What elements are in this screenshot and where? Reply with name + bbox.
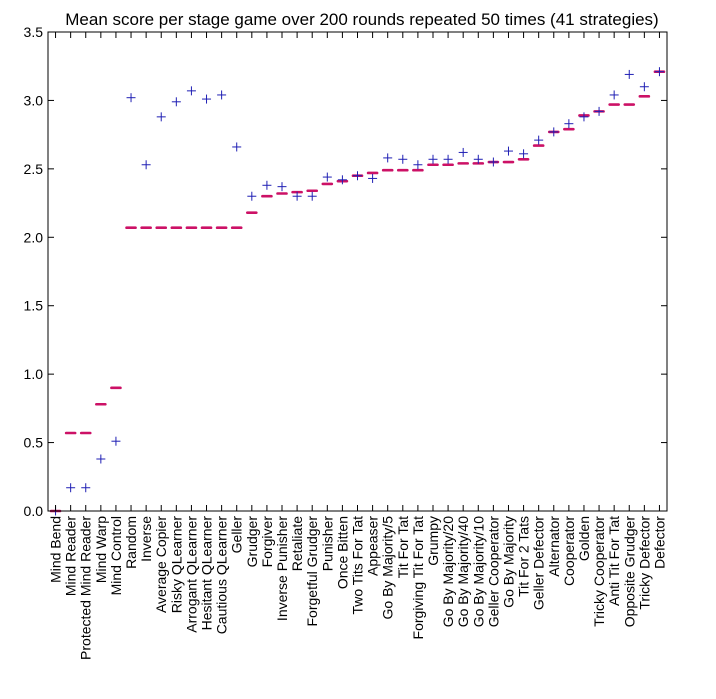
y-tick-label: 0.0 bbox=[24, 503, 44, 519]
mean-plus-mark bbox=[609, 90, 619, 100]
mean-plus-mark bbox=[337, 175, 347, 185]
x-tick-label: Inverse Punisher bbox=[274, 516, 290, 621]
x-tick-label: Inverse bbox=[138, 516, 154, 562]
x-tick-label: Go By Majority bbox=[500, 516, 516, 608]
x-tick-label: Golden bbox=[576, 516, 592, 561]
mean-plus-mark bbox=[156, 112, 166, 122]
mean-plus-mark bbox=[307, 191, 317, 201]
x-tick-label: Alternator bbox=[546, 516, 562, 577]
x-tick-label: Appeaser bbox=[365, 516, 381, 576]
y-tick-label: 2.0 bbox=[24, 229, 44, 245]
mean-plus-mark bbox=[639, 82, 649, 92]
mean-plus-mark bbox=[473, 154, 483, 164]
x-tick-label: Tricky Cooperator bbox=[591, 516, 607, 627]
mean-plus-mark bbox=[458, 147, 468, 157]
mean-plus-mark bbox=[443, 154, 453, 164]
mean-plus-mark bbox=[171, 97, 181, 107]
mean-plus-mark bbox=[368, 173, 378, 183]
x-tick-label: Once Bitten bbox=[334, 516, 350, 589]
x-tick-label: Geller bbox=[229, 516, 245, 554]
x-tick-label: Random bbox=[123, 516, 139, 569]
x-tick-label: Mind Warp bbox=[93, 516, 109, 583]
x-tick-label: Forgiver bbox=[259, 516, 275, 568]
x-tick-label: Protected Mind Reader bbox=[78, 516, 94, 660]
x-tick-label: Opposite Grudger bbox=[621, 516, 637, 628]
x-axis: Mind Bend Mind Reader Protected Mind Reade… bbox=[48, 32, 667, 660]
mean-plus-mark bbox=[292, 191, 302, 201]
mean-plus-mark bbox=[202, 94, 212, 104]
x-tick-label: Go By Majority/40 bbox=[455, 516, 471, 627]
mean-plus-mark bbox=[413, 160, 423, 170]
x-tick-label: Anti Tit For Tat bbox=[606, 516, 622, 606]
y-tick-label: 3.0 bbox=[24, 92, 44, 108]
x-tick-label: Hesitant QLearner bbox=[199, 516, 215, 631]
mean-plus-mark bbox=[81, 483, 91, 493]
y-tick-label: 0.5 bbox=[24, 435, 44, 451]
x-tick-label: Tit For Tat bbox=[395, 516, 411, 578]
x-tick-label: Geller Cooperator bbox=[485, 516, 501, 628]
mean-plus-mark bbox=[186, 86, 196, 96]
mean-plus-mark bbox=[111, 436, 121, 446]
x-tick-label: Cautious QLearner bbox=[214, 516, 230, 635]
x-tick-label: Punisher bbox=[319, 516, 335, 572]
x-tick-label: Mind Control bbox=[108, 516, 124, 595]
x-tick-label: Geller Defector bbox=[531, 516, 547, 610]
x-tick-label: Retaliate bbox=[289, 516, 305, 571]
x-tick-label: Grumpy bbox=[425, 516, 441, 566]
x-tick-label: Grudger bbox=[244, 516, 260, 568]
y-tick-label: 1.0 bbox=[24, 366, 44, 382]
mean-plus-mark bbox=[262, 180, 272, 190]
x-tick-label: Forgetful Grudger bbox=[304, 516, 320, 627]
mean-plus-mark bbox=[503, 146, 513, 156]
x-tick-label: Tit For 2 Tats bbox=[516, 516, 532, 597]
y-tick-label: 2.5 bbox=[24, 161, 44, 177]
x-tick-label: Tricky Defector bbox=[636, 516, 652, 610]
plot-marks bbox=[49, 67, 666, 516]
mean-plus-mark bbox=[579, 112, 589, 122]
x-tick-label: Mind Reader bbox=[63, 516, 79, 596]
mean-plus-mark bbox=[488, 157, 498, 167]
x-tick-label: Go By Majority/5 bbox=[380, 516, 396, 620]
mean-plus-mark bbox=[654, 67, 664, 77]
mean-plus-mark bbox=[549, 127, 559, 137]
chart-title: Mean score per stage game over 200 round… bbox=[65, 10, 658, 29]
mean-plus-mark bbox=[277, 182, 287, 192]
mean-plus-mark bbox=[126, 93, 136, 103]
mean-plus-mark bbox=[353, 171, 362, 181]
mean-plus-mark bbox=[141, 160, 151, 170]
plot-frame bbox=[47, 31, 668, 512]
mean-plus-mark bbox=[66, 483, 76, 493]
y-tick-label: 3.5 bbox=[24, 24, 44, 40]
x-tick-label: Mind Bend bbox=[48, 516, 64, 583]
mean-plus-mark bbox=[534, 135, 544, 145]
mean-plus-mark bbox=[428, 154, 438, 164]
mean-plus-mark bbox=[322, 172, 332, 182]
mean-plus-mark bbox=[624, 69, 634, 79]
x-tick-label: Go By Majority/10 bbox=[470, 516, 486, 627]
mean-plus-mark bbox=[564, 119, 574, 129]
x-tick-label: Defector bbox=[651, 516, 667, 569]
x-tick-label: Two Tits For Tat bbox=[350, 516, 366, 615]
mean-plus-mark bbox=[96, 454, 106, 464]
y-axis: 0.0 0.5 1.0 1.5 2.0 2.5 3.0 3.5 bbox=[24, 24, 667, 519]
mean-plus-mark bbox=[232, 142, 242, 152]
x-tick-label: Average Copier bbox=[153, 516, 169, 613]
mean-plus-mark bbox=[383, 153, 393, 163]
mean-plus-mark bbox=[247, 191, 257, 201]
x-tick-label: Arrogant QLearner bbox=[183, 516, 199, 633]
mean-plus-mark bbox=[594, 106, 604, 116]
x-tick-label: Go By Majority/20 bbox=[440, 516, 456, 627]
mean-plus-mark bbox=[519, 149, 529, 159]
y-tick-label: 1.5 bbox=[24, 298, 44, 314]
mean-plus-mark bbox=[217, 90, 227, 100]
x-tick-label: Cooperator bbox=[561, 516, 577, 586]
mean-plus-mark bbox=[398, 154, 408, 164]
x-tick-label: Forgiving Tit For Tat bbox=[410, 516, 426, 640]
x-tick-label: Risky QLearner bbox=[168, 516, 184, 614]
